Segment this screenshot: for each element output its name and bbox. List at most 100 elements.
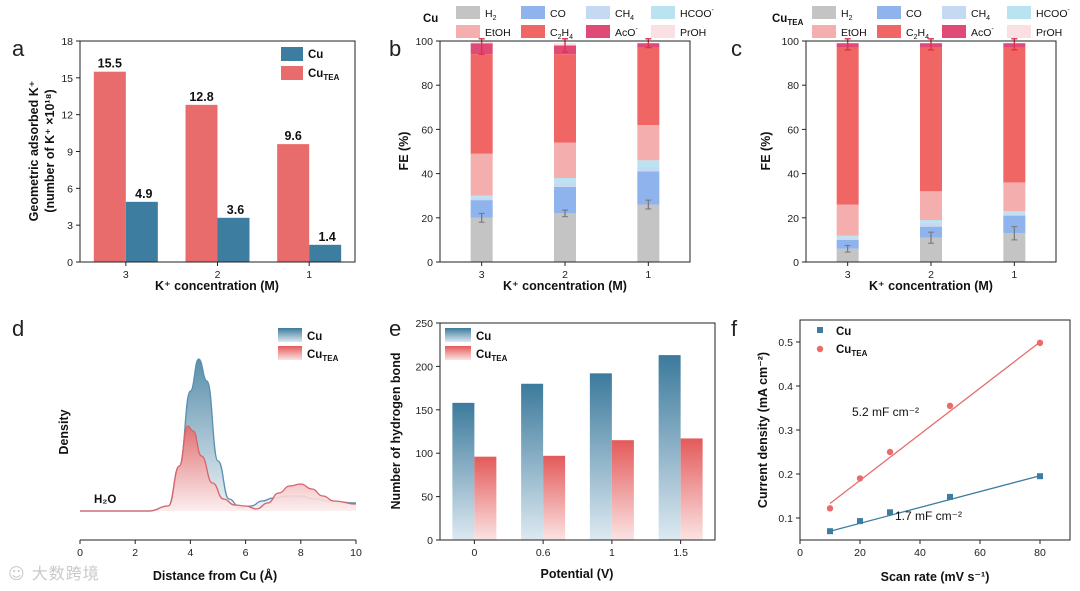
fe-segment-hcoo	[836, 235, 859, 238]
y-tick-label-f: 0.2	[778, 469, 793, 481]
legend-swatch-cu-e	[445, 328, 471, 342]
bar-cutea	[277, 144, 310, 262]
y-tick-label-c: 20	[787, 213, 799, 225]
fe-segment-c2h4	[637, 47, 660, 125]
legend-swatch-co	[521, 6, 545, 19]
x-axis-label-e: Potential (V)	[541, 567, 614, 581]
fe-segment-c2h4	[836, 47, 859, 205]
panel-letter-e: e	[389, 316, 401, 341]
legend-label-c2h4: C2H4	[550, 27, 573, 41]
x-tick-label-d: 0	[77, 547, 83, 559]
fe-segment-etoh	[836, 204, 859, 236]
plot-frame-c	[805, 40, 1057, 263]
data-point-cu	[887, 509, 893, 516]
panel-b-title: Cu	[423, 13, 438, 25]
x-tick-label-e: 1.5	[673, 547, 688, 559]
legend-swatch-co	[877, 6, 901, 19]
y-tick-label-b: 60	[421, 124, 433, 136]
y-tick-label-f: 0.1	[778, 513, 793, 525]
y-tick-label-b: 20	[421, 213, 433, 225]
chart-panel-c: CuTEA H2 CO CH4 HCOO- EtOH C2H4 AcO- PrOH 0 20 40…	[759, 6, 1071, 293]
bar-cu	[309, 244, 342, 262]
legend-label-co: CO	[550, 8, 566, 20]
bar-cutea	[474, 456, 497, 540]
y-tick-label-c: 100	[781, 36, 799, 48]
watermark-icon: ☺	[8, 564, 26, 583]
panel-letter-c: c	[731, 36, 742, 61]
data-point-cutea	[856, 475, 864, 482]
data-label-cu: 1.4	[318, 230, 335, 244]
legend-label-hcoo: HCOO-	[1036, 7, 1071, 20]
panel-letter-f: f	[731, 316, 738, 341]
fe-segment-ch4	[836, 237, 859, 240]
y-tick-label-a: 12	[61, 110, 73, 122]
legend-label-cutea-a: CuTEA	[308, 68, 340, 82]
panel-letter-a: a	[12, 36, 25, 61]
chart-panel-b: Cu H2 CO CH4 HCOO- EtOH C2H4 AcO- PrOH 0 20 40 60 8…	[397, 6, 715, 293]
legend-label-cu-f: Cu	[836, 326, 851, 338]
data-point-cu	[947, 493, 953, 500]
x-tick-label-f: 20	[854, 547, 866, 559]
y-tick-label-a: 3	[67, 220, 73, 232]
y-tick-label-f: 0.5	[778, 337, 793, 349]
fe-segment-co	[836, 239, 859, 249]
x-tick-label-c: 2	[928, 269, 934, 281]
fe-segment-ch4	[470, 197, 493, 201]
bar-cutea	[611, 440, 634, 540]
plot-frame-a	[79, 40, 356, 263]
y-axis-label-d: Density	[57, 409, 71, 454]
fe-segment-c2h4	[554, 54, 576, 143]
panel-letter-b: b	[389, 36, 401, 61]
legend-swatch-proh	[1007, 25, 1031, 38]
legend-swatch-ch4	[942, 6, 966, 19]
y-tick-label-e: 100	[415, 448, 433, 460]
data-point-cutea	[1036, 339, 1044, 347]
data-label-cu: 3.6	[227, 203, 244, 217]
y-tick-label-e: 50	[421, 492, 433, 504]
fe-segment-c2h4	[470, 54, 493, 154]
y-tick-label-b: 0	[427, 257, 433, 269]
density-area-cutea	[80, 426, 356, 511]
x-tick-label-f: 60	[974, 547, 986, 559]
legend-swatch-c2h4	[877, 25, 901, 38]
fe-segment-c2h4	[1003, 47, 1026, 183]
panel-c-title: CuTEA	[772, 13, 804, 27]
y-axis-label-a-line1: Geometric adsorbed K⁺	[27, 81, 41, 222]
legend-swatch-cu-a	[281, 47, 303, 61]
legend-swatch-cutea-a	[281, 66, 303, 80]
x-tick-label-d: 8	[298, 547, 304, 559]
y-tick-label-b: 100	[415, 36, 433, 48]
panel-letter-d: d	[12, 316, 24, 341]
legend-label-cutea-f: CuTEA	[836, 344, 868, 358]
legend-label-c2h4: C2H4	[906, 27, 929, 41]
data-point-cu	[857, 518, 863, 525]
x-tick-label-f: 80	[1034, 547, 1046, 559]
fit-line-cu	[829, 475, 1041, 532]
bar-cutea	[543, 455, 566, 540]
x-tick-label-f: 0	[797, 547, 803, 559]
legend-swatch-aco	[586, 25, 610, 38]
bar-cu	[589, 373, 612, 540]
fe-segment-hcoo	[554, 178, 576, 183]
data-point-cu	[827, 528, 833, 535]
legend-label-h2: H2	[485, 8, 497, 22]
legend-swatch-h2	[456, 6, 480, 19]
data-point-cu	[1037, 473, 1043, 480]
fe-segment-etoh	[470, 153, 493, 196]
fe-segment-ch4	[637, 166, 660, 172]
y-tick-label-a: 18	[61, 36, 73, 48]
legend-swatch-cu-d	[278, 328, 302, 342]
x-tick-label-a: 2	[215, 269, 221, 281]
x-tick-label-c: 3	[845, 269, 851, 281]
bar-cutea	[93, 71, 126, 262]
fe-segment-h2	[554, 213, 576, 262]
fe-segment-hcoo	[637, 160, 660, 167]
legend-swatch-c2h4	[521, 25, 545, 38]
x-axis-label-b: K⁺ concentration (M)	[503, 279, 627, 293]
legend-swatch-cutea-d	[278, 346, 302, 360]
x-tick-label-d: 6	[243, 547, 249, 559]
x-tick-label-a: 1	[306, 269, 312, 281]
fe-segment-ch4	[1003, 213, 1026, 216]
x-axis-label-c: K⁺ concentration (M)	[869, 279, 993, 293]
